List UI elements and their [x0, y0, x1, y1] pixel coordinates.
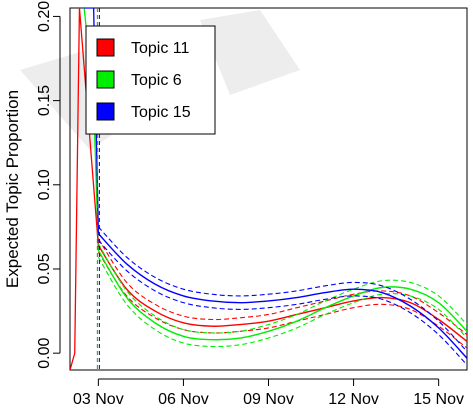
spike-topic-15	[84, 8, 100, 234]
legend-swatch-topic-6	[96, 70, 115, 89]
legend-swatch-topic-11	[96, 38, 115, 57]
reference-lines	[96, 8, 100, 370]
upper-bound-topic-11	[97, 238, 467, 336]
lower-bound-topic-15	[97, 239, 467, 366]
x-tick-label: 03 Nov	[73, 391, 124, 408]
y-axis: 0.00 0.05 0.10 0.15 0.20	[36, 1, 61, 369]
x-tick-label: 09 Nov	[243, 391, 294, 408]
y-tick-label: 0.00	[36, 337, 53, 368]
legend-label-topic-15: Topic 15	[131, 104, 191, 121]
plot-frame	[69, 7, 468, 371]
legend-swatch-topic-15	[96, 102, 115, 121]
upper-bound-topic-15	[97, 226, 467, 352]
x-axis: 03 Nov 06 Nov 09 Nov 12 Nov 15 Nov	[73, 378, 464, 408]
legend-label-topic-11: Topic 11	[131, 40, 190, 57]
series-layer	[70, 8, 467, 370]
legend: Topic 11 Topic 6 Topic 15	[85, 25, 216, 135]
x-tick-label: 15 Nov	[413, 391, 464, 408]
x-tick-label: 12 Nov	[328, 391, 379, 408]
upper-bound-topic-6	[97, 243, 467, 334]
mean-line-topic-11	[97, 245, 467, 342]
lower-bound-topic-6	[97, 256, 467, 348]
y-tick-label: 0.15	[36, 85, 53, 116]
mean-line-topic-15	[97, 233, 467, 359]
y-tick-label: 0.05	[36, 253, 53, 284]
mean-line-topic-6	[97, 250, 467, 341]
lower-bound-topic-11	[97, 251, 467, 349]
legend-label-topic-6: Topic 6	[131, 72, 182, 89]
y-tick-label: 0.10	[36, 169, 53, 200]
x-tick-label: 06 Nov	[158, 391, 209, 408]
y-tick-label: 0.20	[36, 1, 53, 32]
plot-area	[70, 8, 467, 370]
y-axis-label: Expected Topic Proportion	[3, 90, 22, 288]
